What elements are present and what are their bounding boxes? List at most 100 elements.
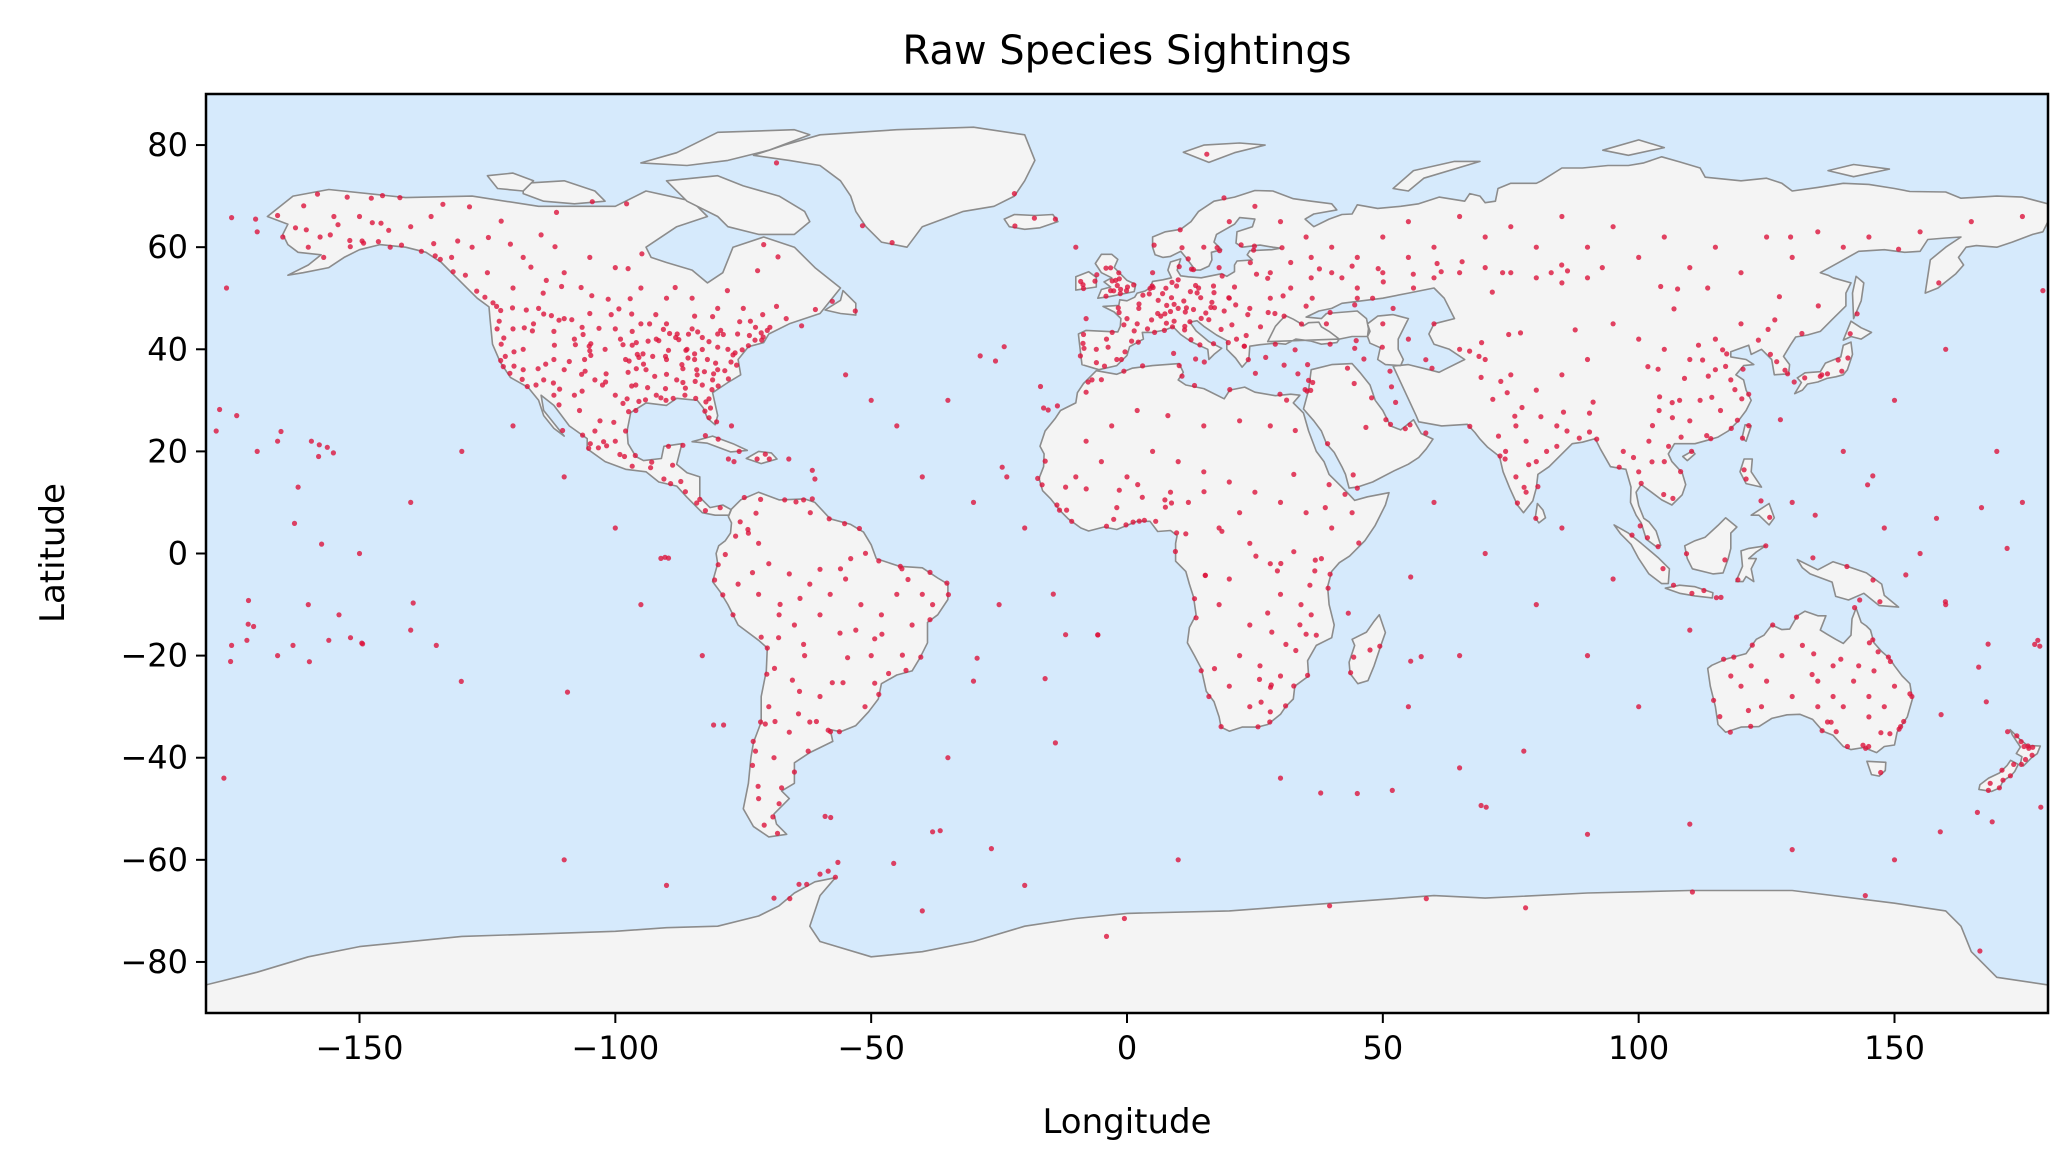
sighting-point (1408, 574, 1414, 580)
sighting-point (1277, 219, 1284, 225)
sighting-point (1678, 434, 1684, 440)
sighting-point (398, 242, 405, 248)
sighting-point (1216, 265, 1222, 271)
sighting-point (1351, 654, 1357, 660)
sighting-point (739, 347, 745, 353)
sighting-point (647, 321, 653, 327)
sighting-point (1116, 270, 1122, 276)
sighting-point (899, 652, 906, 658)
sighting-point (1042, 458, 1048, 464)
sighting-point (1117, 291, 1123, 297)
sighting-point (1724, 351, 1730, 357)
sighting-point (837, 630, 843, 636)
sighting-point (1318, 556, 1324, 562)
sighting-point (678, 478, 684, 485)
sighting-point (1657, 394, 1663, 400)
sighting-point (1227, 387, 1233, 393)
sighting-point (970, 678, 977, 684)
sighting-point (511, 363, 517, 369)
sighting-point (1875, 649, 1881, 655)
sighting-point (1649, 423, 1656, 429)
sighting-point (1167, 489, 1174, 495)
sighting-point (1190, 306, 1197, 313)
sighting-point (758, 496, 764, 502)
sighting-point (1095, 632, 1101, 638)
sighting-point (524, 383, 530, 390)
sighting-point (1739, 435, 1746, 441)
x-tick-label: −150 (316, 1029, 404, 1067)
sighting-point (1342, 491, 1348, 497)
sighting-point (817, 566, 823, 572)
sighting-point (643, 367, 649, 373)
sighting-point (1226, 479, 1232, 485)
sighting-point (645, 338, 651, 344)
sighting-point (1670, 495, 1676, 501)
sighting-point (579, 388, 585, 394)
sighting-point (1316, 266, 1322, 272)
sighting-point (1114, 282, 1120, 289)
sighting-point (551, 356, 557, 363)
sighting-point (1245, 312, 1251, 318)
sighting-point (774, 830, 781, 836)
sighting-point (1171, 301, 1177, 307)
sighting-point (579, 371, 585, 377)
sighting-point (665, 555, 672, 561)
sighting-point (1083, 316, 1089, 322)
sighting-point (1687, 356, 1693, 363)
sighting-point (612, 392, 618, 398)
sighting-point (786, 571, 792, 577)
sighting-point (649, 459, 655, 465)
sighting-point (541, 377, 547, 383)
sighting-point (1968, 219, 1974, 225)
sighting-point (876, 691, 882, 698)
sighting-point (945, 592, 952, 598)
sighting-point (550, 380, 557, 386)
sighting-point (1293, 647, 1299, 654)
landmass-sakhalin (1851, 275, 1865, 320)
sighting-point (1584, 244, 1591, 250)
sighting-point (715, 305, 721, 311)
sighting-point (557, 386, 563, 392)
sighting-point (1478, 802, 1484, 809)
sighting-point (1022, 882, 1028, 889)
sighting-point (1201, 469, 1207, 475)
sighting-point (1523, 438, 1529, 444)
sighting-point (1478, 374, 1484, 380)
sighting-point (1712, 367, 1718, 373)
sighting-point (1844, 743, 1850, 750)
sighting-point (828, 814, 834, 821)
sighting-point (1135, 339, 1141, 345)
sighting-point (977, 353, 983, 359)
sighting-point (1646, 438, 1652, 444)
sighting-point (692, 351, 698, 357)
sighting-point (715, 344, 721, 350)
sighting-point (1147, 285, 1153, 292)
sighting-point (1789, 499, 1795, 505)
sighting-point (1976, 664, 1982, 670)
sighting-point (1689, 889, 1695, 895)
sighting-point (872, 680, 878, 686)
sighting-point (1793, 614, 1800, 620)
sighting-point (629, 383, 635, 389)
sighting-point (1303, 234, 1309, 240)
sighting-point (1377, 643, 1383, 649)
sighting-point (1211, 290, 1217, 296)
sighting-point (551, 392, 557, 398)
sighting-point (1777, 417, 1783, 423)
sighting-point (1974, 809, 1980, 816)
y-axis-ticks: −80 −60 −40 −20 0 20 40 60 80 (120, 126, 206, 981)
sighting-point (640, 351, 646, 357)
sighting-point (229, 215, 235, 221)
sighting-point (886, 670, 892, 677)
sighting-point (1241, 343, 1247, 349)
sighting-point (776, 635, 782, 641)
sighting-point (1745, 707, 1751, 714)
sighting-point (827, 729, 834, 735)
sighting-point (1723, 363, 1729, 369)
sighting-point (520, 367, 526, 373)
sighting-point (1812, 512, 1818, 518)
sighting-point (597, 418, 603, 424)
sighting-point (1118, 356, 1124, 363)
sighting-point (1495, 433, 1502, 439)
sighting-point (1851, 678, 1857, 684)
